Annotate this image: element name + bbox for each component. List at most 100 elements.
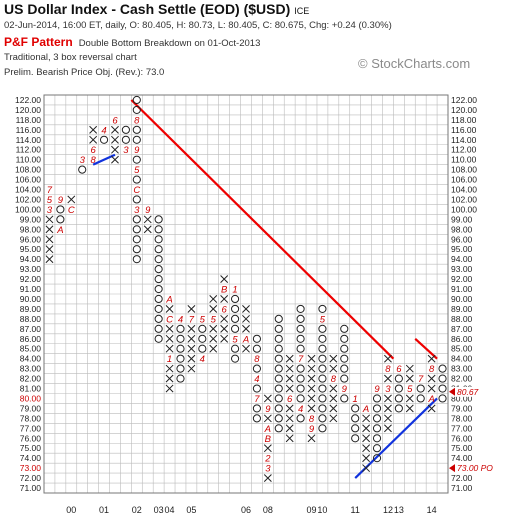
o-box — [372, 424, 382, 433]
month-marker: 3 — [134, 205, 140, 216]
y-tick-label-left: 76.00 — [20, 433, 42, 443]
y-tick-label-left: 122.00 — [15, 95, 41, 105]
o-box — [274, 354, 283, 363]
x-box — [263, 414, 272, 423]
o-box — [274, 334, 283, 343]
month-marker: 3 — [123, 145, 129, 156]
x-box — [242, 314, 250, 323]
o-box — [296, 344, 305, 353]
o-box — [318, 384, 327, 393]
price-marker-label: 73.00 PO — [457, 463, 493, 473]
y-tick-label-right: 71.00 — [451, 483, 473, 493]
x-box — [220, 334, 229, 343]
y-tick-label-left: 104.00 — [15, 185, 41, 195]
y-tick-label-left: 100.00 — [15, 204, 41, 214]
o-box — [230, 314, 240, 323]
chart-grid — [43, 94, 449, 494]
o-box — [340, 354, 349, 363]
y-tick-label-right: 112.00 — [451, 145, 477, 155]
o-box — [372, 394, 382, 403]
month-marker: 6 — [222, 304, 228, 315]
month-marker: B — [265, 434, 272, 445]
x-box — [187, 324, 196, 333]
o-box — [318, 324, 327, 333]
y-tick-label-left: 86.00 — [20, 334, 42, 344]
month-marker: C — [166, 314, 173, 325]
y-tick-label-left: 74.00 — [20, 453, 42, 463]
o-box — [132, 215, 141, 224]
x-box — [285, 374, 294, 383]
down-trend-line — [414, 337, 438, 360]
o-box — [351, 414, 360, 423]
x-box — [187, 304, 196, 313]
o-box — [154, 324, 163, 333]
o-box — [78, 165, 87, 174]
down-trend-line — [130, 99, 395, 360]
x-box — [263, 444, 272, 453]
x-box — [45, 255, 54, 264]
o-box — [56, 215, 65, 224]
o-box — [176, 364, 185, 373]
o-box — [154, 334, 163, 343]
y-tick-label-left: 78.00 — [20, 413, 42, 423]
month-marker: 5 — [200, 314, 206, 325]
x-box — [285, 364, 294, 373]
y-tick-label-left: 102.00 — [15, 194, 41, 204]
x-tick-label: 14 — [427, 505, 437, 515]
o-box — [132, 125, 141, 134]
o-box — [274, 314, 283, 323]
o-box — [351, 424, 360, 433]
pattern-description: Double Bottom Breakdown on 01-Oct-2013 — [78, 38, 261, 49]
y-tick-label-right: 85.00 — [451, 344, 473, 354]
month-marker: 6 — [90, 145, 96, 156]
x-tick-label: 05 — [186, 505, 196, 515]
y-tick-label-left: 118.00 — [16, 115, 42, 125]
o-box — [394, 404, 403, 413]
o-box — [274, 364, 283, 373]
o-box — [274, 424, 283, 433]
pnf-boxes — [45, 95, 447, 483]
price-marker-arrow — [449, 387, 455, 396]
x-box — [307, 374, 316, 383]
o-box — [56, 205, 65, 214]
y-tick-label-left: 85.00 — [20, 344, 42, 354]
x-box — [111, 125, 119, 134]
o-box — [154, 255, 163, 264]
y-tick-label-right: 75.00 — [451, 443, 473, 453]
y-tick-label-left: 75.00 — [20, 443, 42, 453]
y-tick-label-right: 122.00 — [451, 95, 477, 105]
exchange-label: ICE — [294, 6, 310, 16]
x-box — [285, 404, 294, 413]
x-tick-label: 09 — [307, 505, 317, 515]
x-box — [307, 384, 316, 393]
y-tick-label-left: 110.00 — [16, 155, 42, 165]
x-box — [307, 434, 316, 443]
x-tick-label: 11 — [351, 505, 360, 515]
o-box — [230, 344, 240, 353]
o-box — [318, 374, 327, 383]
month-marker: A — [362, 404, 369, 415]
o-box — [198, 334, 207, 343]
y-tick-label-left: 88.00 — [20, 314, 42, 324]
x-box — [165, 344, 174, 353]
price-marker-arrow — [449, 464, 455, 473]
y-tick-label-right: 96.00 — [451, 234, 473, 244]
x-box — [362, 454, 371, 463]
o-box — [132, 155, 141, 164]
o-box — [318, 424, 327, 433]
x-box — [187, 354, 196, 363]
y-tick-label-left: 87.00 — [20, 324, 42, 334]
x-box — [362, 414, 371, 423]
y-tick-label-left: 73.00 — [20, 463, 42, 473]
x-box — [165, 324, 174, 333]
month-marker: 8 — [331, 374, 337, 385]
o-box — [340, 374, 349, 383]
quote-line: 02-Jun-2014, 16:00 ET, daily, O: 80.405,… — [4, 20, 392, 31]
x-box — [384, 414, 392, 423]
month-marker: 4 — [200, 354, 205, 365]
o-box — [154, 284, 163, 294]
o-box — [416, 394, 425, 403]
o-box — [296, 394, 305, 403]
y-tick-label-right: 83.00 — [451, 364, 473, 374]
o-box — [176, 354, 185, 363]
